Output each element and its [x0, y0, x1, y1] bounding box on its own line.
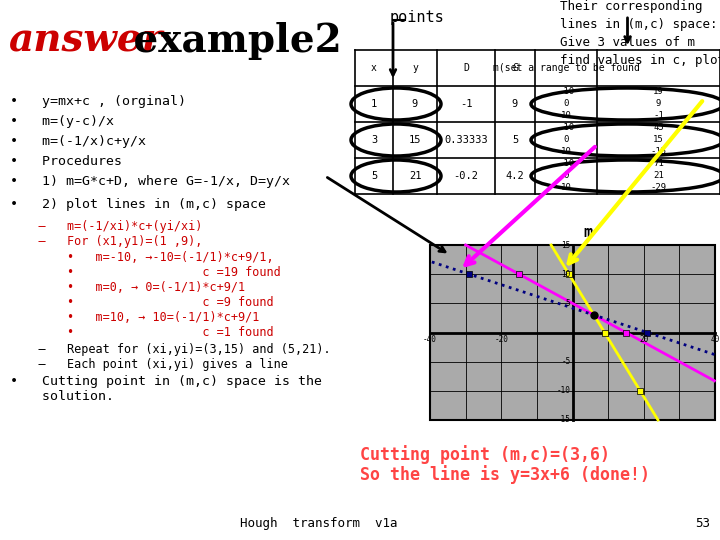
Text: 15: 15	[409, 135, 421, 145]
Text: •   y=mx+c , (orginal): • y=mx+c , (orginal)	[10, 95, 186, 108]
Text: solution.: solution.	[10, 390, 114, 403]
Text: -15: -15	[557, 415, 570, 424]
Text: -29: -29	[650, 184, 667, 192]
Text: 9: 9	[412, 99, 418, 109]
Bar	[355, 50, 720, 194]
Text: m: m	[583, 225, 592, 240]
Text: -40: -40	[423, 334, 437, 343]
Bar	[430, 245, 715, 420]
Text: -1: -1	[460, 99, 472, 109]
Text: •   m=10, → 10=(-1/1)*c+9/1: • m=10, → 10=(-1/1)*c+9/1	[10, 311, 259, 324]
Text: 40: 40	[711, 334, 719, 343]
Text: 0: 0	[563, 172, 569, 180]
Text: 10: 10	[561, 111, 572, 120]
Text: •   m=-10, →-10=(-1/1)*c+9/1,: • m=-10, →-10=(-1/1)*c+9/1,	[10, 251, 274, 264]
Text: 3: 3	[371, 135, 377, 145]
Text: •   m=(y-c)/x: • m=(y-c)/x	[10, 115, 114, 128]
Text: -10: -10	[558, 87, 574, 97]
Text: •   1) m=G*c+D, where G=-1/x, D=y/x: • 1) m=G*c+D, where G=-1/x, D=y/x	[10, 175, 290, 188]
Text: Their corresponding
lines in (m,c) space:
Give 3 values of m
find values in c, p: Their corresponding lines in (m,c) space…	[560, 0, 720, 67]
Text: -10: -10	[558, 159, 574, 168]
Text: •   m=0, → 0=(-1/1)*c+9/1: • m=0, → 0=(-1/1)*c+9/1	[10, 281, 245, 294]
Text: 19: 19	[653, 87, 664, 97]
Text: 9: 9	[512, 99, 518, 109]
Text: answer: answer	[8, 22, 162, 60]
Text: D: D	[463, 63, 469, 73]
Text: 21: 21	[653, 172, 664, 180]
Text: –   Repeat for (xi,yi)=(3,15) and (5,21).: – Repeat for (xi,yi)=(3,15) and (5,21).	[10, 343, 330, 356]
Text: 15: 15	[653, 136, 664, 145]
Text: m(set a range to be found: m(set a range to be found	[492, 63, 639, 73]
Text: 9: 9	[656, 99, 661, 109]
Text: •                  c =9 found: • c =9 found	[10, 296, 274, 309]
Text: 10: 10	[561, 184, 572, 192]
Text: –   m=(-1/xi)*c+(yi/xi): – m=(-1/xi)*c+(yi/xi)	[10, 220, 202, 233]
Text: 10: 10	[562, 269, 570, 279]
Text: -15: -15	[650, 147, 667, 157]
Text: •   m=(-1/x)c+y/x: • m=(-1/x)c+y/x	[10, 135, 146, 148]
Text: G: G	[512, 63, 518, 73]
Text: 0: 0	[563, 99, 569, 109]
Text: 45: 45	[653, 124, 664, 132]
Text: •                  c =19 found: • c =19 found	[10, 266, 281, 279]
Text: 4.2: 4.2	[505, 171, 524, 181]
Text: -20: -20	[495, 334, 508, 343]
Text: -5: -5	[562, 357, 570, 366]
Text: -10: -10	[557, 386, 570, 395]
Text: –   For (x1,y1)=(1 ,9),: – For (x1,y1)=(1 ,9),	[10, 235, 202, 248]
Text: x: x	[371, 63, 377, 73]
Text: y: y	[412, 63, 418, 73]
Text: Hough  transform  v1a: Hough transform v1a	[240, 517, 397, 530]
Text: 20: 20	[639, 334, 649, 343]
Text: -1: -1	[653, 111, 664, 120]
Text: 53: 53	[695, 517, 710, 530]
Text: 5: 5	[566, 299, 570, 308]
Text: So the line is y=3x+6 (done!): So the line is y=3x+6 (done!)	[360, 465, 650, 484]
Text: •   Cutting point in (m,c) space is the: • Cutting point in (m,c) space is the	[10, 375, 322, 388]
Text: 15: 15	[562, 240, 570, 249]
Text: 5: 5	[371, 171, 377, 181]
Text: •   Procedures: • Procedures	[10, 155, 122, 168]
Text: example2: example2	[120, 22, 342, 60]
Text: 5: 5	[512, 135, 518, 145]
Text: -10: -10	[558, 124, 574, 132]
Text: 71: 71	[653, 159, 664, 168]
Text: •                  c =1 found: • c =1 found	[10, 326, 274, 339]
Text: 0: 0	[563, 136, 569, 145]
Text: 0.33333: 0.33333	[444, 135, 488, 145]
Text: 10: 10	[561, 147, 572, 157]
Text: -0.2: -0.2	[454, 171, 479, 181]
Text: Cutting point (m,c)=(3,6): Cutting point (m,c)=(3,6)	[360, 445, 610, 464]
Text: points: points	[390, 10, 445, 25]
Text: •   2) plot lines in (m,c) space: • 2) plot lines in (m,c) space	[10, 198, 266, 211]
Text: 21: 21	[409, 171, 421, 181]
Text: –   Each point (xi,yi) gives a line: – Each point (xi,yi) gives a line	[10, 358, 288, 371]
Text: 1: 1	[371, 99, 377, 109]
